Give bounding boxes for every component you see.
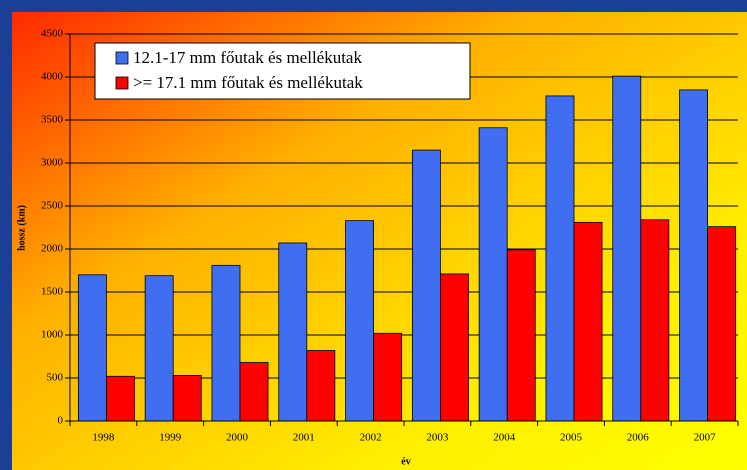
bar xyxy=(77,274,107,422)
x-tick-label: 2003 xyxy=(426,432,449,444)
bar xyxy=(545,95,575,422)
bar xyxy=(439,273,469,422)
bar xyxy=(573,221,603,422)
y-tick-label: 3500 xyxy=(41,114,64,126)
y-tick-label: 3000 xyxy=(41,157,64,169)
legend-box xyxy=(94,42,471,100)
x-tick-label: 2006 xyxy=(627,432,650,444)
y-tick-label: 1500 xyxy=(41,286,64,298)
y-tick-label: 4000 xyxy=(41,71,64,83)
legend-swatch xyxy=(115,76,129,90)
y-tick-label: 2500 xyxy=(41,200,64,212)
bar xyxy=(679,89,709,422)
y-tick-label: 1000 xyxy=(41,329,64,341)
bar xyxy=(373,332,403,422)
x-tick-label: 2001 xyxy=(293,432,315,444)
bar xyxy=(278,242,308,422)
y-axis-label: hossz (km) xyxy=(16,205,27,251)
legend-text: >= 17.1 mm főutak és mellékutak xyxy=(133,73,363,92)
x-tick-label: 2002 xyxy=(360,432,382,444)
bar xyxy=(707,226,737,422)
bar xyxy=(478,127,508,422)
y-tick-label: 2000 xyxy=(41,243,64,255)
bar xyxy=(211,264,241,422)
legend-swatch xyxy=(115,51,129,65)
bar xyxy=(306,350,336,422)
y-tick-label: 0 xyxy=(58,415,64,427)
x-tick-label: 2005 xyxy=(560,432,583,444)
legend-text: 12.1-17 mm főutak és mellékutak xyxy=(133,48,362,67)
x-tick-label: 1999 xyxy=(159,432,182,444)
bar xyxy=(106,375,135,422)
bar xyxy=(345,220,375,422)
bar xyxy=(640,219,670,422)
x-tick-label: 2004 xyxy=(493,432,516,444)
bar xyxy=(612,75,642,422)
x-tick-label: 2007 xyxy=(694,432,717,444)
y-tick-label: 4500 xyxy=(41,28,64,40)
bar xyxy=(506,249,536,422)
bar xyxy=(144,275,174,422)
bar xyxy=(239,362,269,422)
x-axis-label: év xyxy=(401,456,410,467)
bar xyxy=(172,375,202,422)
bar xyxy=(411,149,441,422)
x-tick-label: 1998 xyxy=(92,432,115,444)
x-tick-label: 2000 xyxy=(226,432,249,444)
y-tick-label: 500 xyxy=(47,372,64,384)
